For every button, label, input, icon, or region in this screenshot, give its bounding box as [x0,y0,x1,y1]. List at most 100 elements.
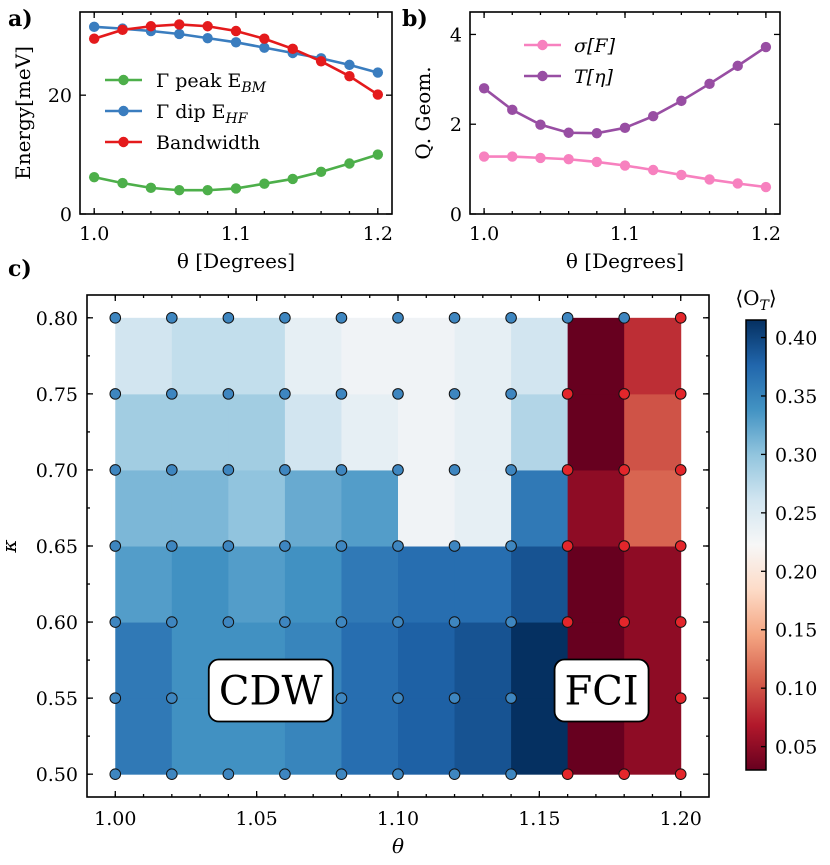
heatmap-cell [454,622,512,699]
x-axis-label: θ [392,834,404,858]
colorbar-label-sub: T [760,298,771,314]
data-point [535,152,546,164]
y-axis-label: Q. Geom. [411,66,435,159]
heatmap-cell [228,546,286,623]
phase-marker [392,464,404,476]
plot-frame [469,11,781,215]
heatmap-cell [228,393,286,471]
data-point [535,119,546,130]
phase-marker [109,388,122,400]
y-tick-label: 0 [450,204,462,226]
colorbar-tick-label: 0.25 [775,503,817,525]
phase-marker [166,388,178,400]
phase-marker [222,768,235,780]
data-point [647,110,659,122]
x-tick-label: 1.20 [660,808,702,830]
phase-marker [561,464,574,476]
heatmap-cell [567,546,625,623]
phase-marker [279,388,291,400]
heatmap-cell [398,393,456,471]
legend-label-main: Γ peak E [156,70,241,92]
phase-marker [618,388,630,400]
heatmap-cell [398,469,456,547]
colorbar-tick-label: 0.35 [775,386,817,408]
y-tick-label: 2 [450,114,462,136]
x-tick-label: 1.15 [518,808,560,830]
heatmap-cell [511,393,569,471]
heatmap-cell [171,546,229,623]
data-point [88,21,100,33]
phase-marker [674,464,687,476]
data-point [676,95,687,107]
data-point [259,42,270,53]
phase-marker [392,768,404,780]
phase-marker [109,464,122,476]
phase-marker [222,312,235,324]
phase-marker [505,692,517,704]
panel-a: 1.0 1.1 1.2 0 20 θ [Degrees] Energy[meV] a) Γ pe… [8,6,393,273]
data-point [372,89,384,100]
legend-label: Bandwidth [156,132,260,154]
heatmap-cell [624,317,682,395]
phase-marker [505,464,517,476]
phase-marker [279,464,291,476]
data-point [704,174,715,185]
phase-marker [335,540,348,552]
x-tick-label: 1.0 [79,223,109,245]
phase-marker [279,540,291,552]
heatmap-cell [228,469,286,547]
phase-marker [392,388,404,400]
data-point [563,127,574,138]
heatmap-cell [567,469,625,547]
heatmap-cell [454,546,512,623]
data-point [230,183,242,194]
data-point [315,56,327,67]
heatmap-cell [284,469,342,547]
x-axis-label: θ [Degrees] [177,249,295,273]
colorbar-label-end: ⟩ [769,286,777,310]
heatmap-cell [171,393,229,471]
legend-label-sub: HF [225,111,249,127]
y-axis-label: Energy[meV] [11,46,35,180]
heatmap-cell [115,546,173,623]
phase-marker [448,540,461,552]
heatmap-cell [341,469,399,547]
phase-marker [505,388,517,400]
phase-marker [109,540,122,552]
phase-marker [448,692,461,704]
phase-marker [392,616,404,628]
legend-label: σ[F] [574,35,616,57]
phase-marker [109,768,122,780]
legend-marker [118,136,129,148]
legend-label-main: Bandwidth [156,132,260,154]
y-tick-label: 0.50 [36,764,78,786]
phase-marker [448,768,461,780]
panel-label: a) [8,6,33,32]
heatmap-cell [567,393,625,471]
phase-marker [335,312,348,324]
phase-marker [279,768,291,780]
legend-entry-1: Γ dip EHF [105,101,249,127]
heatmap-cell [454,393,512,471]
phase-marker [279,312,291,324]
colorbar: 0.05 0.10 0.15 0.20 0.25 0.30 0.35 0.40 ⟨OT⟩ [735,286,817,771]
legend-entry-0: Γ peak EBM [105,70,267,96]
data-point [174,28,185,40]
data-point [344,59,355,71]
data-point [507,151,518,162]
data-point [230,25,242,37]
phase-marker [561,388,574,400]
phase-marker [392,692,404,704]
plot-frame [79,11,393,215]
legend-label: Γ peak EBM [156,70,267,96]
heatmap-cell [115,393,173,471]
data-point [117,24,128,36]
panel-label: b) [402,6,428,32]
legend-entry-1: T[η] [524,66,613,88]
phase-marker [448,388,461,400]
data-point [372,149,384,160]
heatmap-cell [228,317,286,395]
data-point [591,128,603,139]
data-point [202,21,213,32]
heatmap-cell [454,469,512,547]
